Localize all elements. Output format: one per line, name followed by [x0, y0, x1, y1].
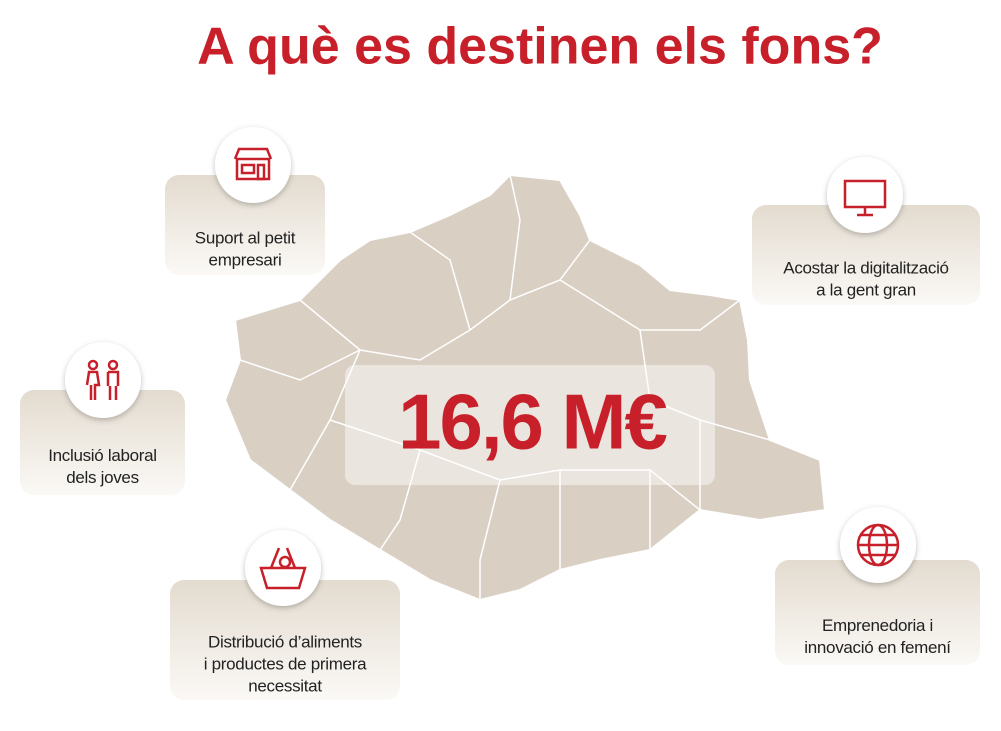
map — [223, 173, 827, 602]
amount: 16,6 M€ — [398, 378, 667, 466]
card-label: Emprenedoria i — [822, 616, 933, 635]
card-label: Suport al petit — [195, 228, 296, 247]
amount-box — [345, 365, 715, 485]
title: A què es destinen els fons? — [197, 18, 883, 76]
card — [170, 580, 400, 700]
card — [165, 175, 325, 275]
card-label: Inclusió laboral — [48, 446, 157, 465]
card-label: Distribució d’aliments — [208, 632, 362, 651]
icons — [85, 147, 900, 590]
card-label: dels joves — [66, 468, 139, 487]
icon-circle — [65, 342, 141, 418]
card-label: i productes de primera — [204, 654, 367, 673]
card-label: Acostar la digitalització — [783, 258, 948, 277]
card-label: a la gent gran — [816, 280, 916, 299]
card-label: innovació en femení — [804, 638, 951, 657]
card-label: necessitat — [248, 676, 322, 695]
card — [752, 205, 980, 305]
card — [775, 560, 980, 665]
card-label: empresari — [209, 250, 282, 269]
card — [20, 390, 185, 495]
icon-circle — [827, 157, 903, 233]
